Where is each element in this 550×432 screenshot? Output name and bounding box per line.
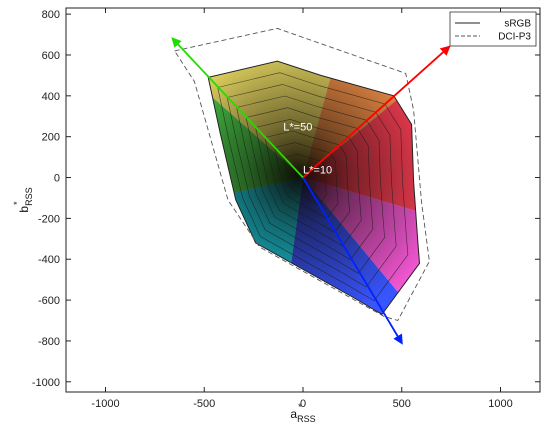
lightness-contour — [245, 107, 374, 260]
y-tick-label: -600 — [38, 295, 60, 307]
y-axis-label: bRSS* — [12, 187, 34, 212]
legend: sRGB DCI-P3 — [449, 11, 537, 47]
legend-box — [449, 11, 537, 47]
y-tick-label: 800 — [42, 9, 60, 21]
lightness-contours — [217, 72, 409, 302]
annotation-label: L*=50 — [283, 122, 312, 134]
lightness-contour — [264, 130, 350, 233]
x-tick-label: 1000 — [488, 398, 512, 410]
lightness-contour — [236, 95, 385, 274]
lightness-contour — [283, 153, 327, 206]
series-line-srgb — [207, 60, 421, 316]
primary-axis-arrows — [171, 37, 451, 345]
x-axis-label: aRSS* — [290, 402, 315, 424]
y-tick-label: 0 — [54, 173, 60, 185]
y-tick-label: -200 — [38, 213, 60, 225]
annotation-label: L*=10 — [303, 164, 332, 176]
y-tick-label: -400 — [38, 254, 60, 266]
x-tick-label: 0 — [300, 398, 306, 410]
y-tick-label: -800 — [38, 336, 60, 348]
lightness-contour — [226, 84, 397, 288]
lightness-contour — [255, 118, 362, 247]
lightness-contour — [293, 165, 316, 192]
series-line-dci-p3 — [173, 27, 430, 322]
axis-ticks: -1000 -500 0 500 1000 -1000 -800 -600 -400 -200 0 2… — [32, 8, 540, 410]
annotations: L*=50 L*=10 — [283, 122, 332, 177]
y-tick-label: -1000 — [32, 377, 60, 389]
x-tick-label: -1000 — [91, 398, 119, 410]
blue-primary-arrow — [302, 177, 403, 345]
red-primary-arrow — [302, 45, 451, 179]
lightness-contour — [217, 72, 409, 302]
x-tick-label: -500 — [193, 398, 215, 410]
x-tick-label: 500 — [393, 398, 411, 410]
y-tick-label: 400 — [42, 91, 60, 103]
green-primary-arrow — [171, 37, 304, 179]
y-tick-label: 600 — [42, 50, 60, 62]
y-tick-label: 200 — [42, 132, 60, 144]
gamut-boundaries — [173, 27, 430, 322]
lightness-contour — [274, 142, 339, 219]
legend-label: DCI-P3 — [498, 32, 531, 43]
legend-label: sRGB — [504, 19, 531, 30]
